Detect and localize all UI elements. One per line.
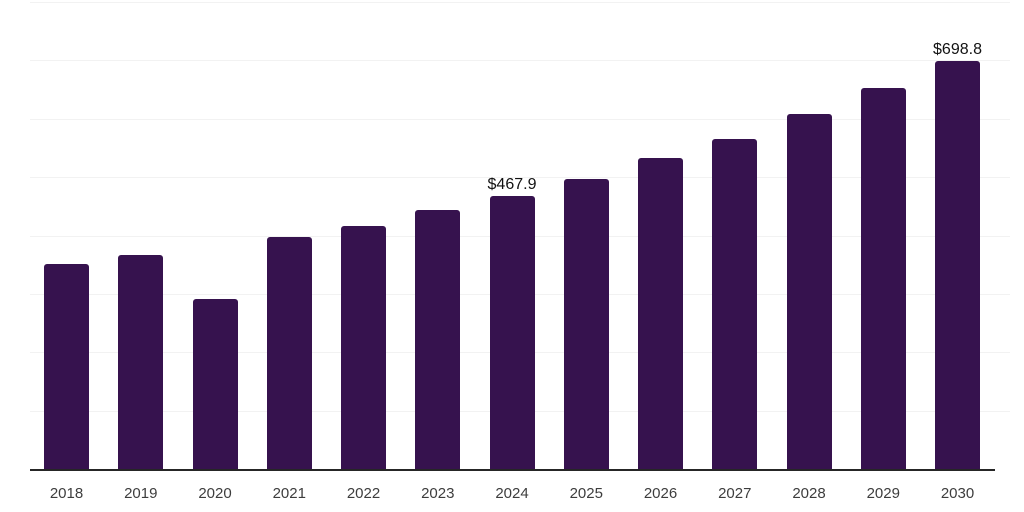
x-tick-label-2022: 2022 [346,485,381,502]
bar-2023 [415,210,461,469]
bar-2022 [341,225,386,469]
bar-2030 [935,61,980,469]
bar-2018 [44,263,89,469]
bar-2029 [860,87,906,469]
gridline [30,60,1010,62]
bar-2028 [786,114,832,469]
x-tick-label-2020: 2020 [198,485,232,502]
bar-2021 [266,237,312,469]
x-tick-label-2024: 2024 [495,485,529,502]
gridline [30,177,1010,179]
gridline [30,2,1010,3]
x-tick-label-2029: 2029 [866,485,900,502]
bar-2025 [563,178,609,469]
x-tick-label-2018: 2018 [49,485,84,502]
x-axis-line [30,469,995,471]
bar-2026 [638,158,683,469]
x-tick-label-2019: 2019 [124,485,158,502]
x-tick-label-2027: 2027 [718,485,752,502]
bar-2019 [118,255,164,469]
bar-2024 [489,195,535,469]
x-tick-label-2030: 2030 [940,485,975,502]
bar-2020 [192,298,238,469]
bar-2027 [712,138,758,469]
x-tick-label-2025: 2025 [569,485,603,502]
x-tick-label-2026: 2026 [643,485,678,502]
data-label-2024: $467.9 [487,175,537,193]
x-tick-label-2021: 2021 [272,485,306,502]
gridline [30,118,1010,120]
x-tick-label-2028: 2028 [792,485,826,502]
x-tick-label-2023: 2023 [421,485,455,502]
data-label-2030: $698.8 [933,41,982,59]
